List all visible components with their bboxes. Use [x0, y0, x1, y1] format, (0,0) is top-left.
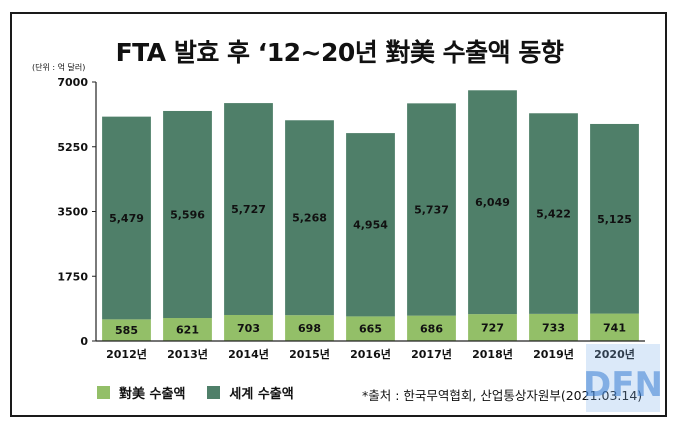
y-axis: 0 1750 3500 5250 7000: [57, 76, 97, 348]
bar-segment-world-export: [529, 113, 578, 314]
x-tick-label: 2020년: [594, 347, 635, 361]
x-axis: 2012년 2013년 2014년 2015년 2016년 2017년 2018년 2019년…: [96, 340, 645, 361]
data-label-us-export: 698: [298, 322, 321, 335]
y-tick-label: 7000: [57, 76, 88, 89]
x-tick-label: 2014년: [228, 347, 269, 361]
bar-segment-us-export: [590, 313, 639, 341]
bar-segment-us-export: [407, 315, 456, 341]
legend-label-us-export: 對美 수출액: [119, 387, 186, 402]
legend: 對美 수출액 세계 수출액: [97, 383, 316, 402]
data-label-us-export: 621: [176, 324, 199, 337]
x-tick-label: 2012년: [106, 347, 147, 361]
y-tick-label: 5250: [57, 141, 88, 154]
bar-segment-us-export: [102, 319, 151, 341]
data-label-world-export: 5,737: [414, 203, 449, 216]
data-label-world-export: 6,049: [475, 196, 510, 209]
data-label-world-export: 5,596: [170, 208, 205, 221]
source-note: *출처 : 한국무역협회, 산업통상자원부(2021.03.14): [362, 388, 643, 403]
bar-segment-world-export: [285, 120, 334, 316]
bar-group: 585 5,479 621 5,596 703 5,727 698 5,268 665 4,954…: [102, 90, 639, 341]
data-label-world-export: 4,954: [353, 219, 388, 232]
data-label-world-export: 5,479: [109, 212, 144, 225]
bar-segment-world-export: [163, 110, 212, 319]
x-tick-label: 2016년: [350, 347, 391, 361]
bar-segment-us-export: [346, 316, 395, 341]
bar-segment-world-export: [102, 116, 151, 320]
legend-swatch-world-export: [207, 386, 221, 399]
bar-segment-us-export: [163, 318, 212, 341]
x-tick-label: 2017년: [411, 347, 452, 361]
data-label-us-export: 703: [237, 322, 260, 335]
data-label-us-export: 741: [603, 321, 626, 334]
data-label-us-export: 665: [359, 323, 382, 336]
bar-segment-world-export: [468, 90, 517, 315]
bar-segment-us-export: [224, 314, 273, 341]
y-tick-label: 0: [80, 335, 88, 348]
data-label-us-export: 585: [115, 324, 138, 337]
y-tick-label: 3500: [57, 206, 88, 219]
data-label-us-export: 686: [420, 322, 443, 335]
unit-label: (단위 : 억 달러): [32, 63, 86, 72]
bar-segment-us-export: [285, 315, 334, 341]
data-label-us-export: 733: [542, 321, 565, 334]
y-tick-label: 1750: [57, 270, 88, 283]
data-label-world-export: 5,422: [536, 208, 571, 221]
x-tick-label: 2015년: [289, 347, 330, 361]
x-tick-label: 2018년: [472, 347, 513, 361]
x-tick-label: 2013년: [167, 347, 208, 361]
chart-title: FTA 발효 후 ‘12~20년 對美 수출액 동향: [115, 38, 564, 67]
legend-item-world-export: 세계 수출액: [207, 383, 294, 402]
legend-label-world-export: 세계 수출액: [229, 387, 294, 402]
bar-segment-us-export: [529, 313, 578, 341]
data-label-us-export: 727: [481, 322, 504, 335]
data-label-world-export: 5,268: [292, 212, 327, 225]
legend-swatch-us-export: [97, 386, 110, 399]
bar-segment-us-export: [468, 314, 517, 341]
bar-segment-world-export: [590, 123, 639, 314]
x-tick-label: 2019년: [533, 347, 574, 361]
legend-item-us-export: 對美 수출액: [97, 383, 185, 402]
data-label-world-export: 5,727: [231, 203, 266, 216]
data-label-world-export: 5,125: [597, 213, 632, 226]
bar-segment-world-export: [407, 103, 456, 316]
bar-segment-world-export: [224, 103, 273, 315]
bar-segment-world-export: [346, 133, 395, 317]
